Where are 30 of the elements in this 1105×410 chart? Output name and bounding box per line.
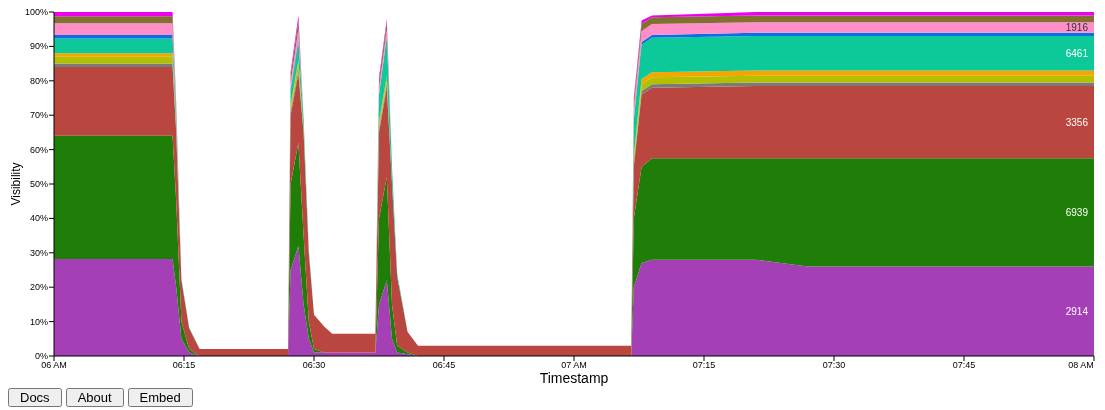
x-tick-label: 08 AM xyxy=(1068,360,1094,370)
x-tick-label: 06:45 xyxy=(432,360,456,370)
x-axis-title: Timestamp xyxy=(539,370,609,386)
y-axis-title: Visibility xyxy=(9,162,23,206)
x-tick-label: 07:30 xyxy=(822,360,846,370)
y-tick-label: 70% xyxy=(29,110,48,121)
button: About xyxy=(65,388,124,407)
y-tick-label: 0% xyxy=(34,351,48,361)
series-label: 6939 xyxy=(1065,206,1089,218)
y-tick-label: 100% xyxy=(24,7,48,17)
x-tick-label: 07 AM xyxy=(561,360,587,370)
series-label: 1916 xyxy=(1065,21,1089,33)
series-label: 2914 xyxy=(1065,305,1089,317)
x-tick-label: 07:45 xyxy=(952,360,976,370)
x-tick-label: 06:30 xyxy=(302,360,326,370)
x-tick-label: 06:15 xyxy=(172,360,196,370)
x-tick-label: 07:15 xyxy=(692,360,716,370)
button: Embed xyxy=(127,388,193,407)
y-tick-label: 80% xyxy=(29,75,48,86)
y-tick-label: 20% xyxy=(29,282,48,293)
series-label: 3356 xyxy=(1065,116,1089,128)
y-tick-label: 60% xyxy=(29,144,48,155)
y-tick-label: 50% xyxy=(29,179,48,189)
x-tick-label: 06 AM xyxy=(41,360,67,370)
y-tick-label: 10% xyxy=(29,316,48,327)
series-label: 6461 xyxy=(1065,47,1089,59)
y-tick-label: 90% xyxy=(29,41,48,52)
y-tick-label: 40% xyxy=(29,213,48,224)
y-tick-label: 30% xyxy=(29,247,48,258)
button: Docs xyxy=(8,388,62,407)
